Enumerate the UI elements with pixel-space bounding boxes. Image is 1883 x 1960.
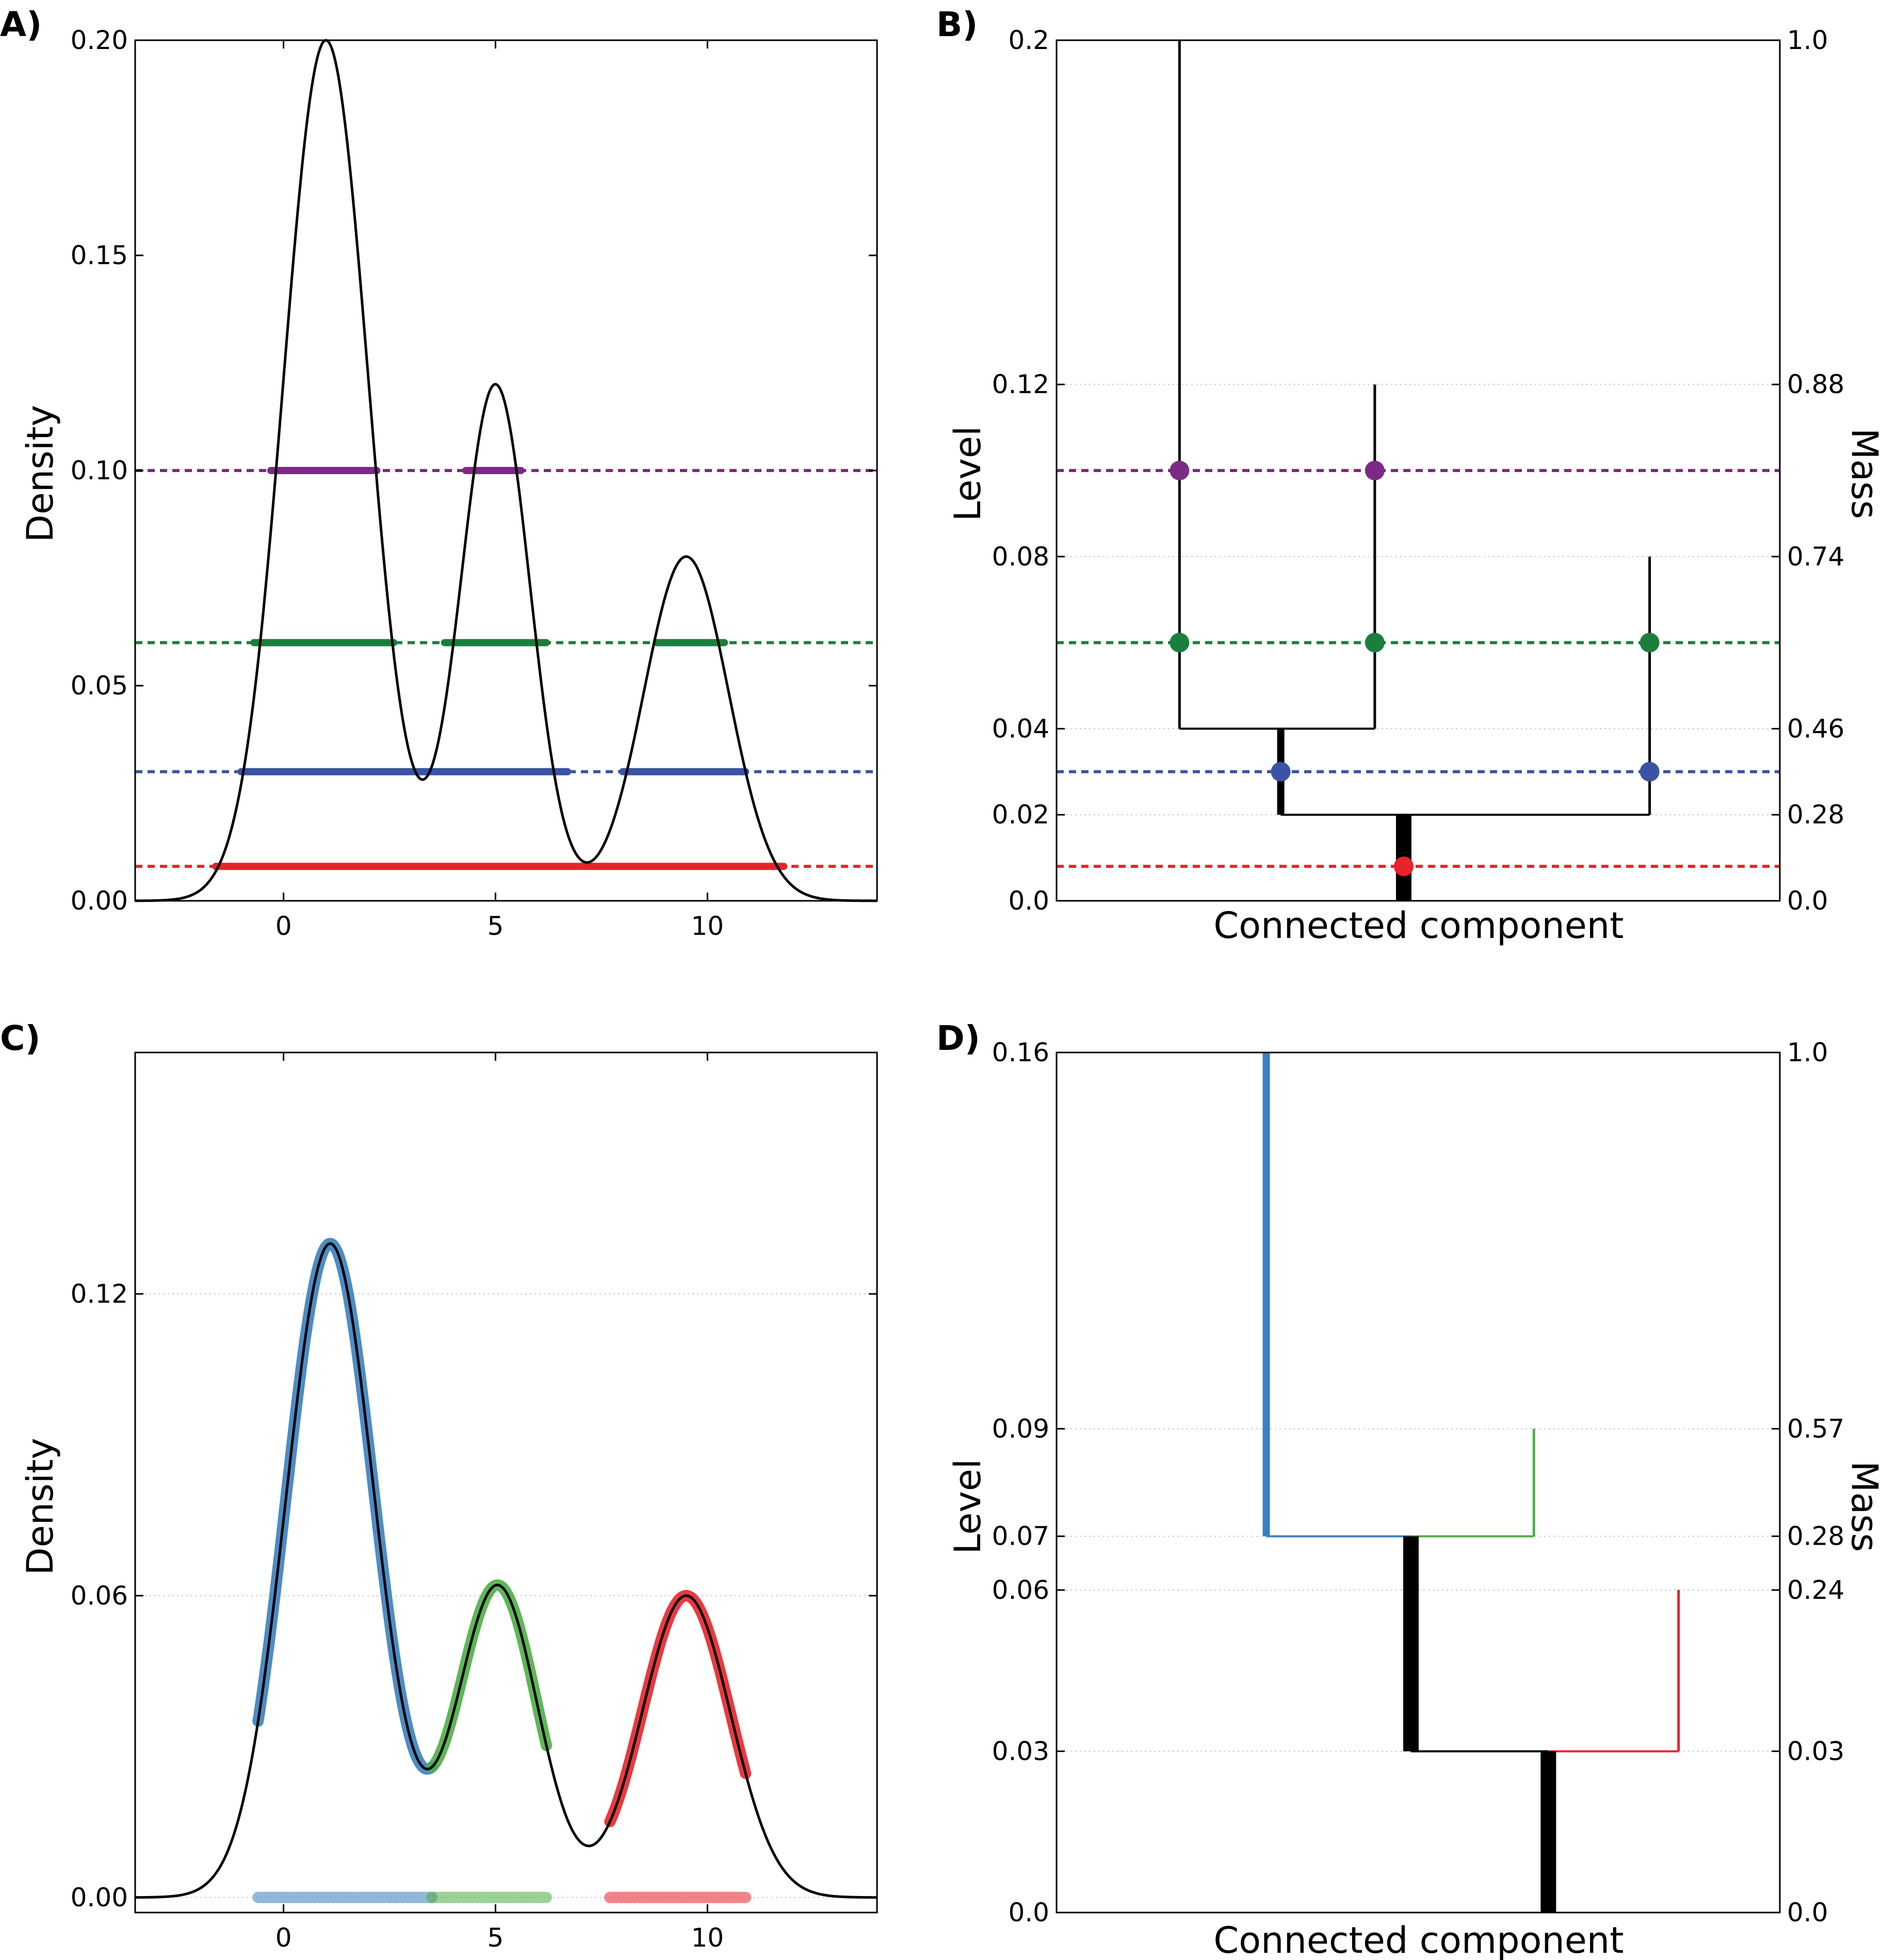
panel-c-ylabel: Density: [19, 1438, 61, 1575]
panel-a-density-curve: [135, 39, 877, 902]
panel-a-ytick-label: 0.20: [71, 25, 128, 55]
panel-c-ytick-label: 0.06: [71, 1581, 128, 1611]
panel-a: A) 0.00 0.05 0.10 0.15 0.20 0 5 10 Density: [0, 5, 878, 941]
panel-b-y2tick-label: 0.0: [1787, 886, 1828, 916]
panel-d-y2label: Mass: [1843, 1461, 1883, 1552]
panel-d-y2tick-label: 0.0: [1787, 1898, 1828, 1927]
panel-d-xlabel: Connected component: [1213, 1919, 1624, 1960]
panel-a-ytick-label: 0.00: [71, 886, 128, 916]
panel-b-level-point: [1393, 856, 1414, 877]
panel-a-xtick-label: 5: [488, 911, 504, 941]
panel-b-level-point: [1365, 461, 1385, 480]
panel-b-frame: [1056, 39, 1781, 902]
panel-b-ytick-label: 0.2: [1008, 25, 1049, 55]
panel-d-frame: [1056, 1051, 1781, 1914]
panel-b-level-point: [1170, 461, 1190, 480]
panel-c-label: C): [0, 1018, 41, 1058]
panel-a-xtick-label: 10: [691, 911, 724, 941]
panel-b-level-point: [1170, 633, 1190, 653]
panel-d-ytick-label: 0.06: [992, 1575, 1049, 1605]
panel-d-y2tick-label: 0.24: [1787, 1575, 1844, 1605]
panel-c-frame: [134, 1051, 878, 1914]
panel-b-ytick-label: 0.04: [992, 714, 1049, 743]
panel-b-y2tick-label: 0.74: [1787, 542, 1844, 572]
panel-c-ytick-label: 0.12: [71, 1279, 128, 1309]
panel-a-xtick-label: 0: [275, 911, 292, 941]
panel-c-cluster-2-highlight: [426, 1579, 553, 1773]
panel-a-ytick-label: 0.05: [71, 671, 128, 701]
panel-d: D) 0.0 0.0 0.03 0.03 0.06 0.24 0.07 0.28 0.09 0.5…: [936, 1018, 1883, 1960]
panel-b-level-point: [1639, 762, 1660, 782]
panel-d-ytick-label: 0.0: [1008, 1898, 1049, 1927]
panel-c-ytick-label: 0.00: [71, 1883, 128, 1913]
panel-d-y2tick-label: 0.28: [1787, 1521, 1844, 1551]
panel-d-ytick-label: 0.07: [992, 1521, 1049, 1551]
panel-c: C) 0.00 0.06 0.12 0 5 10 Density: [0, 1018, 878, 1953]
panel-a-ytick-label: 0.10: [71, 456, 128, 485]
panel-c-xtick-label: 5: [488, 1923, 504, 1953]
panel-b-level-point: [1271, 762, 1291, 782]
panel-b-y2tick-label: 0.28: [1787, 800, 1844, 830]
panel-b-ytick-label: 0.12: [992, 369, 1049, 399]
panel-b-ytick-label: 0.02: [992, 800, 1049, 830]
panel-c-xtick-label: 10: [691, 1923, 724, 1953]
panel-c-cluster-3-highlight: [604, 1590, 752, 1827]
panel-c-density-curve: [135, 1242, 877, 1899]
panel-d-ytick-label: 0.03: [992, 1736, 1049, 1766]
panel-d-ytick-label: 0.16: [992, 1038, 1049, 1067]
panel-a-ylabel: Density: [19, 405, 61, 542]
panel-d-y2tick-label: 1.0: [1787, 1038, 1828, 1067]
panel-b-label: B): [936, 5, 978, 44]
panel-d-ytick-label: 0.09: [992, 1414, 1049, 1444]
panel-d-y2tick-label: 0.03: [1787, 1736, 1844, 1766]
panel-c-xtick-label: 0: [275, 1923, 292, 1953]
panel-a-ytick-label: 0.15: [71, 240, 128, 270]
panel-b-ylabel: Level: [947, 426, 989, 522]
panel-b-level-point: [1639, 633, 1660, 653]
panel-b-ytick-label: 0.08: [992, 542, 1049, 572]
panel-b-y2tick-label: 0.46: [1787, 714, 1844, 743]
panel-b-y2tick-label: 0.88: [1787, 369, 1844, 399]
panel-d-ylabel: Level: [947, 1459, 989, 1554]
panel-d-y2tick-label: 0.57: [1787, 1414, 1844, 1444]
panel-b-xlabel: Connected component: [1213, 904, 1624, 947]
panel-b: B) 0.0 0.0 0.02 0.28 0.04 0.46 0.08 0.74 0.12 0.8…: [936, 5, 1883, 947]
panel-d-label: D): [936, 1018, 980, 1058]
panel-b-level-point: [1365, 633, 1385, 653]
panel-b-y2tick-label: 1.0: [1787, 25, 1828, 55]
panel-a-label: A): [0, 5, 42, 44]
panel-b-y2label: Mass: [1843, 428, 1883, 519]
panel-b-ytick-label: 0.0: [1008, 886, 1049, 916]
